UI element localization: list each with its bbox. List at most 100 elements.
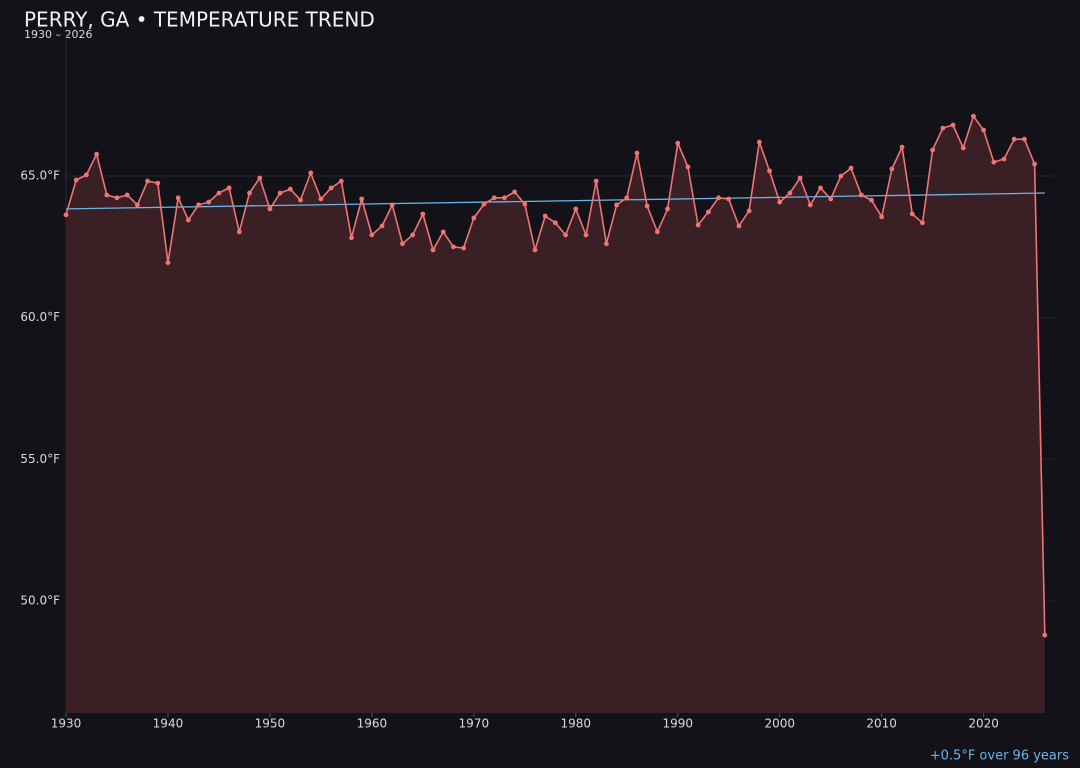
data-point — [410, 232, 416, 238]
chart-title: PERRY, GA • TEMPERATURE TREND — [24, 8, 375, 32]
data-point — [318, 196, 324, 202]
x-tick-label: 2020 — [968, 717, 999, 731]
data-point — [950, 122, 956, 128]
data-point — [461, 245, 467, 251]
data-point — [430, 247, 436, 253]
data-point — [940, 125, 946, 131]
data-point — [848, 165, 854, 171]
data-point — [165, 260, 171, 266]
data-point — [400, 241, 405, 247]
data-point — [614, 202, 619, 208]
data-point — [1011, 136, 1017, 142]
data-point — [705, 209, 711, 215]
data-point — [175, 195, 181, 201]
data-point — [134, 202, 140, 208]
data-point — [440, 229, 446, 235]
data-point — [675, 140, 681, 146]
data-point — [716, 195, 721, 201]
data-point — [247, 190, 252, 196]
data-point — [124, 192, 130, 198]
data-point — [1032, 161, 1038, 167]
data-point — [593, 178, 599, 184]
x-tick-label: 1940 — [153, 717, 184, 731]
trend-line — [65, 192, 1045, 210]
data-point — [236, 229, 242, 235]
data-point — [338, 178, 344, 184]
data-point — [308, 170, 314, 176]
x-tick-label: 1960 — [357, 717, 388, 731]
area — [66, 116, 1045, 713]
data-point — [818, 185, 823, 191]
data-point — [114, 195, 120, 201]
data-point — [981, 127, 987, 133]
data-point — [471, 215, 477, 221]
x-tick-label: 1930 — [51, 717, 82, 731]
data-point — [695, 222, 701, 228]
data-point — [1001, 156, 1007, 162]
x-tick-label: 1970 — [459, 717, 490, 731]
data-point — [73, 177, 79, 183]
data-point — [787, 190, 793, 196]
data-point — [389, 202, 395, 208]
y-tick-label: 60.0°F — [20, 310, 60, 324]
data-point — [971, 113, 976, 119]
data-point — [767, 168, 772, 174]
data-point — [542, 213, 548, 219]
data-point — [828, 196, 834, 202]
data-point — [287, 186, 293, 192]
data-point — [807, 202, 813, 208]
data-point — [226, 185, 232, 191]
data-point — [63, 212, 69, 218]
data-point — [746, 208, 752, 214]
data-point — [930, 147, 936, 153]
data-point — [603, 241, 609, 247]
data-point — [563, 232, 568, 238]
data-point — [838, 173, 844, 179]
data-point — [257, 175, 263, 181]
data-point — [451, 244, 456, 250]
data-point — [94, 151, 99, 157]
data-point — [196, 202, 201, 208]
data-point — [869, 197, 874, 203]
data-point — [359, 196, 365, 202]
data-point — [899, 144, 905, 150]
data-point — [420, 211, 426, 217]
data-point — [185, 217, 191, 223]
data-point — [960, 145, 966, 151]
x-tick-label: 1990 — [662, 717, 693, 731]
data-point — [277, 190, 283, 196]
data-point — [909, 211, 915, 217]
data-point — [532, 247, 538, 253]
data-point — [583, 232, 589, 238]
data-point — [736, 223, 742, 229]
data-point — [879, 214, 885, 220]
data-point — [797, 175, 803, 181]
x-tick-label: 1950 — [255, 717, 286, 731]
y-tick-label: 65.0°F — [20, 169, 60, 183]
data-point — [889, 166, 895, 172]
data-point — [685, 164, 691, 170]
y-tick-label: 55.0°F — [20, 452, 60, 466]
data-point — [379, 223, 385, 229]
data-point — [502, 195, 507, 201]
data-point — [369, 232, 375, 238]
data-point — [83, 172, 89, 178]
data-point — [491, 195, 497, 201]
data-point — [328, 185, 334, 191]
data-point — [267, 206, 273, 212]
data-point — [644, 203, 650, 209]
data-point — [206, 199, 212, 205]
data-point — [1042, 632, 1048, 638]
data-point — [858, 192, 864, 198]
data-point — [654, 229, 660, 235]
data-point — [634, 150, 640, 156]
data-point — [145, 178, 150, 184]
data-point — [522, 201, 528, 207]
data-point — [298, 197, 303, 203]
data-point — [777, 199, 783, 205]
data-point — [726, 196, 732, 202]
data-point — [349, 235, 354, 241]
x-tick-label: 2000 — [764, 717, 795, 731]
chart-subtitle: 1930 – 2026 — [24, 28, 92, 41]
